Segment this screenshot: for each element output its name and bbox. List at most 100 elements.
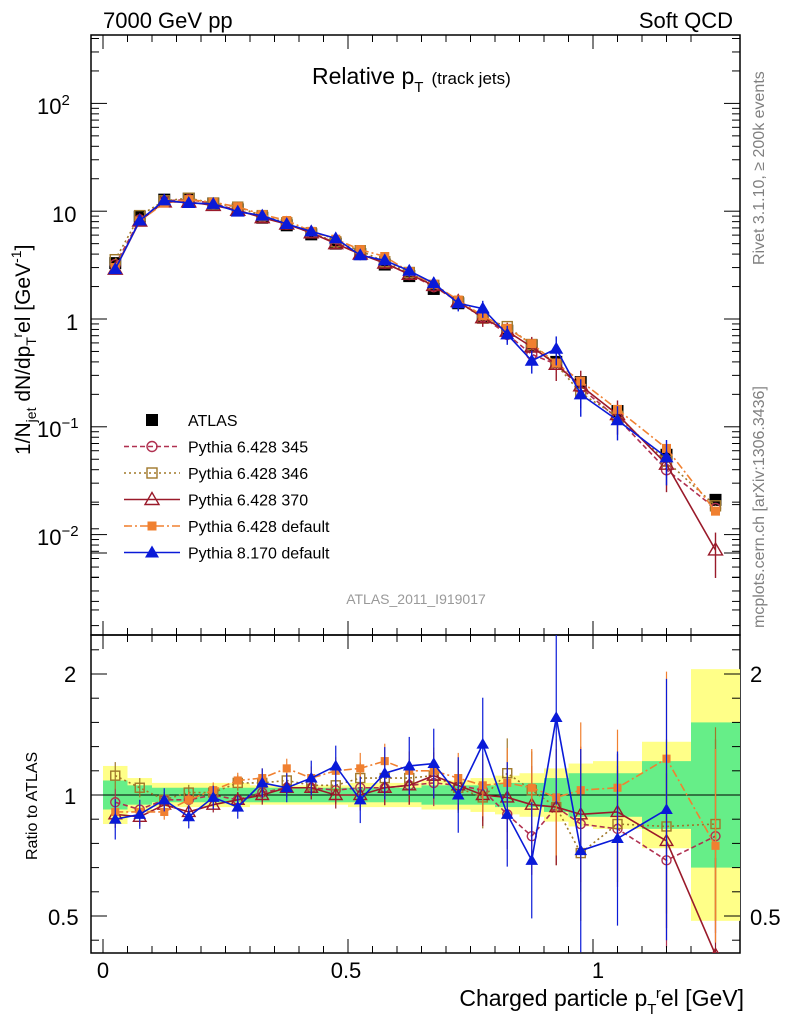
header-right-category: Soft QCD bbox=[639, 8, 733, 33]
main-point-p8def-17 bbox=[524, 353, 539, 366]
x-tick-0.5: 0.5 bbox=[331, 958, 362, 983]
main-point-p8def-6 bbox=[255, 208, 270, 221]
ratio-y-tick-2: 2 bbox=[64, 662, 76, 687]
x-tick-1: 1 bbox=[592, 958, 604, 983]
ratio-point-p6def-17 bbox=[527, 783, 536, 792]
ratio-point-p370-4 bbox=[205, 796, 221, 810]
main-point-p8def-15 bbox=[475, 301, 490, 314]
x-tick-0: 0 bbox=[97, 958, 109, 983]
main-point-p8def-21 bbox=[659, 450, 674, 463]
ratio-point-p8def-1 bbox=[133, 808, 147, 819]
main-point-p8def-1 bbox=[132, 213, 147, 226]
main-point-p8def-16 bbox=[500, 327, 515, 340]
main-series-group bbox=[107, 192, 724, 578]
main-point-p8def-4 bbox=[206, 196, 221, 209]
ratio-point-p346-0 bbox=[110, 770, 121, 781]
main-point-p8def-12 bbox=[402, 263, 417, 276]
legend-label-atlas: ATLAS bbox=[188, 413, 238, 430]
legend-marker-p370 bbox=[143, 491, 161, 506]
x-tick-labels: 0 0.5 1 bbox=[97, 958, 604, 983]
ratio-point-p8def-21 bbox=[660, 803, 673, 815]
main-y-axis-title: 1/Njet dN/dpTrel [GeV-1] bbox=[8, 245, 39, 455]
side-label-rivet: Rivet 3.1.10, ≥ 200k events bbox=[751, 71, 768, 265]
ratio-y-tick-labels: 2 1 0.5 2 0.5 bbox=[48, 662, 781, 930]
main-point-p370-22 bbox=[707, 541, 724, 556]
y-tick-label-10: 10 bbox=[52, 202, 76, 227]
y-tick-label-100: 102 bbox=[37, 92, 70, 119]
ratio-line-p8def bbox=[115, 717, 667, 863]
ratio-point-p8def-8 bbox=[304, 771, 318, 783]
main-point-p6def-22 bbox=[711, 506, 720, 516]
ratio-point-p8def-5 bbox=[231, 800, 245, 812]
legend-marker-p346 bbox=[146, 467, 158, 479]
ratio-point-p346-1 bbox=[134, 782, 145, 793]
main-point-p8def-2 bbox=[157, 193, 172, 206]
axis-ticks bbox=[91, 35, 740, 953]
main-point-p8def-18 bbox=[549, 341, 564, 354]
main-y-tick-labels: 102 10 1 10−1 10−2 bbox=[37, 92, 79, 550]
ratio-point-p8def-17 bbox=[525, 854, 539, 865]
x-axis-title: Charged particle pTrel [GeV] bbox=[459, 985, 744, 1018]
ratio-point-p370-9 bbox=[328, 787, 344, 801]
ratio-point-p6def-7 bbox=[282, 764, 291, 773]
analysis-id: ATLAS_2011_I919017 bbox=[346, 591, 486, 607]
ratio-point-p8def-19 bbox=[574, 844, 588, 856]
ratio-point-p8def-14 bbox=[451, 788, 465, 800]
ratio-point-p6def-3 bbox=[184, 795, 193, 804]
ratio-point-p8def-18 bbox=[549, 711, 563, 723]
main-line-p345 bbox=[114, 198, 716, 510]
ratio-point-p8def-15 bbox=[476, 737, 490, 749]
y-tick-label-1: 1 bbox=[66, 310, 78, 335]
side-label-mcplots: mcplots.cern.ch [arXiv:1306.3436] bbox=[751, 386, 768, 628]
ratio-point-p6def-22 bbox=[711, 841, 720, 850]
ratio-y-tick-2-right: 2 bbox=[750, 662, 762, 687]
main-point-p8def-8 bbox=[304, 224, 319, 237]
ratio-point-p8def-16 bbox=[500, 808, 514, 819]
main-point-p8def-5 bbox=[230, 204, 245, 217]
ratio-point-p6def-5 bbox=[233, 776, 242, 785]
ratio-point-p8def-11 bbox=[378, 766, 392, 778]
ratio-point-p6def-10 bbox=[356, 764, 365, 773]
plot-title: Relative pT (track jets) bbox=[312, 63, 511, 96]
legend-label-p370: Pythia 6.428 370 bbox=[188, 493, 308, 510]
main-point-p8def-0 bbox=[108, 262, 123, 275]
header-left-energy: 7000 GeV pp bbox=[103, 8, 233, 33]
main-point-p8def-11 bbox=[377, 253, 392, 266]
main-point-p6def-17 bbox=[527, 339, 537, 349]
ratio-point-p8def-6 bbox=[255, 776, 269, 788]
ratio-point-p8def-13 bbox=[427, 757, 441, 769]
main-line-p8def bbox=[114, 199, 667, 459]
ratio-y-axis-title: Ratio to ATLAS bbox=[24, 752, 41, 860]
legend-marker-p345 bbox=[146, 440, 158, 453]
ratio-point-p8def-9 bbox=[329, 759, 343, 771]
ratio-point-p8def-7 bbox=[280, 781, 294, 793]
main-point-p8def-19 bbox=[573, 387, 588, 400]
main-point-p8def-10 bbox=[353, 248, 368, 261]
legend-label-p6def: Pythia 6.428 default bbox=[188, 519, 330, 536]
ratio-point-p8def-10 bbox=[353, 793, 367, 805]
main-point-p8def-14 bbox=[451, 296, 466, 309]
ratio-y-tick-1: 1 bbox=[64, 784, 76, 809]
ratio-point-p370-6 bbox=[254, 787, 270, 801]
ratio-point-p8def-0 bbox=[108, 812, 122, 824]
ratio-point-p8def-20 bbox=[611, 832, 624, 844]
main-line-p346 bbox=[114, 197, 717, 507]
ratio-point-p6def-2 bbox=[160, 807, 169, 816]
legend-marker-atlas bbox=[146, 414, 158, 426]
main-line-p6def bbox=[114, 198, 717, 512]
y-tick-label-0.01: 10−2 bbox=[37, 523, 79, 550]
ratio-point-p8def-2 bbox=[157, 793, 171, 805]
main-point-p8def-20 bbox=[610, 413, 625, 426]
main-point-p8def-9 bbox=[328, 231, 343, 244]
legend-label-p346: Pythia 6.428 346 bbox=[188, 466, 308, 483]
main-point-p8def-7 bbox=[279, 217, 294, 230]
legend-marker-p8def bbox=[145, 545, 159, 558]
ratio-line-p346 bbox=[114, 772, 716, 855]
ratio-point-p8def-12 bbox=[402, 759, 416, 771]
ratio-series-group bbox=[107, 635, 721, 953]
main-point-p8def-13 bbox=[426, 276, 441, 289]
ratio-y-tick-0.5: 0.5 bbox=[48, 905, 79, 930]
ratio-line-p6def bbox=[115, 757, 717, 847]
legend-label-p345: Pythia 6.428 345 bbox=[188, 440, 308, 457]
